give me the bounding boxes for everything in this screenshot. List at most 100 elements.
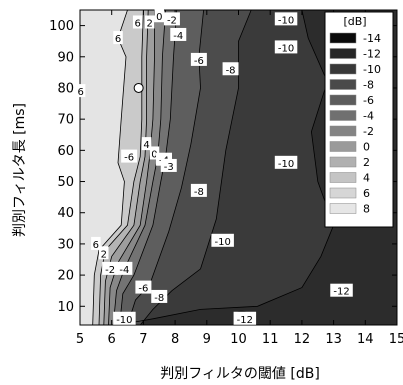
x-tick-label: 14 bbox=[357, 332, 374, 347]
contour-label: -6 bbox=[190, 52, 207, 67]
contour-label: 6 bbox=[113, 31, 123, 45]
y-tick-label: 40 bbox=[57, 206, 74, 221]
contour-label: 2 bbox=[144, 15, 155, 29]
x-tick-label: 7 bbox=[139, 332, 147, 347]
y-tick-label: 70 bbox=[57, 113, 74, 128]
contour-label-bg bbox=[135, 280, 152, 294]
contour-label: -4 bbox=[170, 27, 187, 42]
contour-label-text: -6 bbox=[124, 153, 134, 164]
contour-label-bg bbox=[121, 149, 138, 163]
contour-label-text: -2 bbox=[167, 15, 177, 26]
contour-label: 0 bbox=[154, 9, 164, 23]
contour-label: -12 bbox=[233, 311, 257, 326]
contour-label-text: -6 bbox=[138, 284, 148, 295]
contour-label: 4 bbox=[141, 137, 152, 151]
legend-label: -14 bbox=[363, 32, 381, 45]
contour-label-text: -8 bbox=[194, 187, 204, 198]
contour-label: -10 bbox=[274, 12, 298, 26]
contour-label-text: 6 bbox=[93, 240, 99, 251]
x-tick-label: 12 bbox=[294, 332, 311, 347]
contour-label-bg bbox=[113, 31, 123, 45]
contour-label-text: 4 bbox=[143, 140, 149, 151]
contour-label-text: -10 bbox=[214, 237, 230, 248]
contour-label-bg bbox=[132, 15, 143, 29]
legend-swatch bbox=[329, 141, 357, 152]
legend-label: -6 bbox=[363, 94, 374, 107]
contour-line-0 bbox=[108, 10, 155, 325]
legend-unit: [dB] bbox=[343, 15, 366, 28]
contour-label: 6 bbox=[75, 84, 86, 98]
contour-label: -8 bbox=[222, 62, 239, 76]
legend-label: 4 bbox=[363, 172, 370, 185]
contour-label-bg bbox=[99, 246, 109, 260]
contour-label-text: -4 bbox=[173, 31, 183, 42]
x-axis-label: 判別フィルタの閾値 [dB] bbox=[160, 366, 320, 382]
contour-label-bg bbox=[113, 311, 136, 325]
contour-label-bg bbox=[330, 283, 353, 297]
legend-label: -4 bbox=[363, 110, 374, 123]
y-tick-label: 20 bbox=[57, 269, 74, 284]
y-tick-label: 80 bbox=[57, 81, 74, 96]
contour-label: -10 bbox=[113, 311, 136, 326]
contour-label-bg bbox=[170, 27, 187, 41]
contour-label: 0 bbox=[149, 146, 160, 160]
contour-label-text: -8 bbox=[226, 65, 236, 76]
y-tick-label: 50 bbox=[57, 175, 74, 190]
contour-label-bg bbox=[233, 311, 257, 325]
contour-label-text: -8 bbox=[154, 293, 164, 304]
contour-label: -3 bbox=[160, 158, 177, 173]
contour-label: -6 bbox=[121, 149, 138, 164]
contour-labels: 6620-2-4-10-10-6-86-640-4-3-10-8-1062-2-… bbox=[75, 9, 353, 326]
contour-line--8 bbox=[139, 10, 252, 325]
contour-label-text: 0 bbox=[151, 149, 157, 160]
x-tick-labels: 5 6 7 8 9 10 11 12 13 14 15 bbox=[76, 332, 403, 347]
contour-label-text: 6 bbox=[115, 34, 121, 45]
contour-label: 6 bbox=[91, 236, 101, 251]
contour-label-bg bbox=[211, 233, 234, 247]
x-tick-label: 6 bbox=[108, 332, 116, 347]
contour-line-6 bbox=[92, 10, 128, 325]
x-tick-label: 5 bbox=[76, 332, 84, 347]
x-tick-label: 15 bbox=[389, 332, 403, 347]
contour-label: -2 bbox=[102, 261, 119, 276]
legend-swatch bbox=[329, 110, 357, 121]
legend-swatch bbox=[329, 156, 357, 168]
contour-label-bg bbox=[160, 158, 177, 172]
contour-label-bg bbox=[274, 12, 298, 26]
contour-label-text: -10 bbox=[278, 159, 294, 170]
contour-label-bg bbox=[116, 261, 133, 275]
legend-label: 2 bbox=[363, 156, 370, 169]
contour-label-text: -10 bbox=[278, 15, 294, 26]
y-tick-label: 30 bbox=[57, 237, 74, 252]
contour-label: 6 bbox=[132, 15, 143, 29]
x-tick-label: 8 bbox=[171, 332, 179, 347]
y-tick-labels: 10 20 30 40 50 60 70 80 90 100 bbox=[49, 19, 74, 315]
contour-label-text: -2 bbox=[105, 265, 115, 276]
contour-label-bg bbox=[91, 236, 101, 250]
colorbar-legend: [dB] -14 -12 -10 -8 -6 -4 -2 0 2 4 6 8 bbox=[324, 11, 394, 228]
contour-label-bg bbox=[141, 137, 152, 151]
contour-label-text: 2 bbox=[147, 18, 153, 29]
contour-label: -8 bbox=[151, 289, 168, 304]
contour-label-bg bbox=[190, 183, 207, 197]
legend-label: -8 bbox=[363, 79, 374, 92]
contour-label-bg bbox=[274, 40, 298, 54]
legend-swatch bbox=[329, 172, 357, 183]
contour-label: -6 bbox=[135, 280, 152, 295]
contour-label-text: -10 bbox=[116, 315, 132, 326]
contour-label-text: -12 bbox=[237, 315, 253, 326]
contour-label: -4 bbox=[116, 261, 133, 276]
contour-label-text: -12 bbox=[333, 287, 349, 298]
optimum-marker bbox=[133, 82, 144, 93]
legend-label: 8 bbox=[363, 203, 370, 216]
contour-label: -10 bbox=[211, 233, 234, 248]
contour-label-text: 0 bbox=[156, 12, 162, 23]
x-tick-label: 13 bbox=[325, 332, 342, 347]
contour-label-text: -10 bbox=[278, 43, 294, 54]
contour-label: -10 bbox=[274, 155, 298, 170]
legend-swatch bbox=[329, 187, 357, 199]
legend-swatch bbox=[329, 203, 357, 214]
legend-label: -2 bbox=[363, 125, 374, 138]
contour-label-bg bbox=[222, 62, 239, 76]
y-tick-label: 100 bbox=[49, 19, 74, 34]
